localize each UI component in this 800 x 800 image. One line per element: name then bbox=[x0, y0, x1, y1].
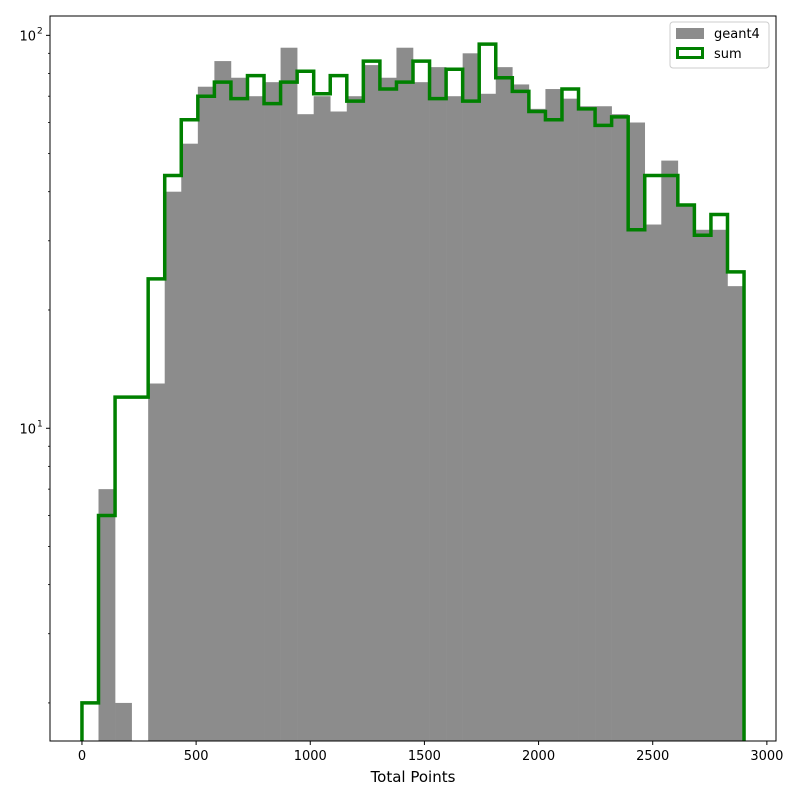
geant4-bar bbox=[628, 122, 646, 741]
legend-swatch-sum bbox=[676, 47, 704, 59]
y-tick-label: 10 bbox=[19, 422, 36, 437]
legend: geant4 sum bbox=[669, 21, 770, 69]
geant4-bar bbox=[396, 47, 414, 741]
geant4-bar bbox=[346, 96, 364, 741]
geant4-bar bbox=[545, 89, 563, 741]
geant4-bar bbox=[413, 82, 430, 741]
geant4-bar bbox=[330, 111, 348, 741]
geant4-bar bbox=[230, 77, 248, 741]
geant4-bars bbox=[98, 47, 745, 741]
geant4-bar bbox=[710, 229, 728, 741]
geant4-bar bbox=[280, 47, 298, 741]
geant4-bar bbox=[677, 205, 695, 741]
y-tick-exponent: 1 bbox=[37, 419, 43, 429]
legend-label-sum: sum bbox=[714, 47, 742, 62]
x-tick-label: 0 bbox=[78, 749, 86, 764]
geant4-bar bbox=[512, 84, 530, 741]
x-tick-label: 500 bbox=[184, 749, 209, 764]
geant4-bar bbox=[313, 96, 331, 741]
x-tick-label: 1000 bbox=[294, 749, 327, 764]
geant4-bar bbox=[644, 224, 662, 741]
geant4-bar bbox=[181, 143, 199, 741]
geant4-bar bbox=[495, 67, 513, 741]
geant4-bar bbox=[446, 96, 463, 741]
y-tick-exponent: 2 bbox=[37, 26, 43, 36]
x-tick-label: 2000 bbox=[522, 749, 555, 764]
y-tick-label: 10 bbox=[19, 29, 36, 44]
geant4-bar bbox=[214, 61, 232, 741]
geant4-bar bbox=[462, 53, 480, 741]
geant4-bar bbox=[379, 77, 397, 741]
legend-swatch-geant4 bbox=[676, 28, 704, 39]
geant4-bar bbox=[429, 67, 447, 741]
geant4-bar bbox=[98, 489, 116, 741]
geant4-bar bbox=[611, 114, 629, 741]
x-tick-label: 2500 bbox=[636, 749, 669, 764]
geant4-bar bbox=[727, 286, 745, 741]
geant4-bar bbox=[247, 96, 265, 741]
legend-label-geant4: geant4 bbox=[714, 27, 760, 42]
plot-frame bbox=[49, 15, 777, 742]
geant4-bar bbox=[661, 160, 679, 741]
geant4-bar bbox=[115, 702, 132, 741]
geant4-bar bbox=[578, 106, 596, 741]
geant4-bar bbox=[479, 93, 497, 741]
geant4-bar bbox=[197, 86, 215, 741]
x-axis-ticks: 0 500 1000 1500 2000 2500 3000 bbox=[78, 741, 783, 764]
x-tick-label: 1500 bbox=[408, 749, 441, 764]
sum-step-layer bbox=[80, 42, 746, 741]
geant4-bar bbox=[264, 82, 281, 741]
geant4-bar bbox=[528, 108, 546, 741]
geant4-bar bbox=[595, 106, 612, 741]
geant4-bar bbox=[694, 229, 712, 741]
geant4-bar bbox=[363, 65, 381, 741]
geant4-bar bbox=[164, 191, 182, 741]
x-axis-label: Total Points bbox=[370, 768, 456, 786]
geant4-bar bbox=[297, 114, 314, 741]
geant4-bar bbox=[148, 383, 166, 741]
sum-step-line bbox=[80, 42, 746, 741]
x-tick-label: 3000 bbox=[750, 749, 783, 764]
geant4-bar bbox=[561, 98, 579, 741]
